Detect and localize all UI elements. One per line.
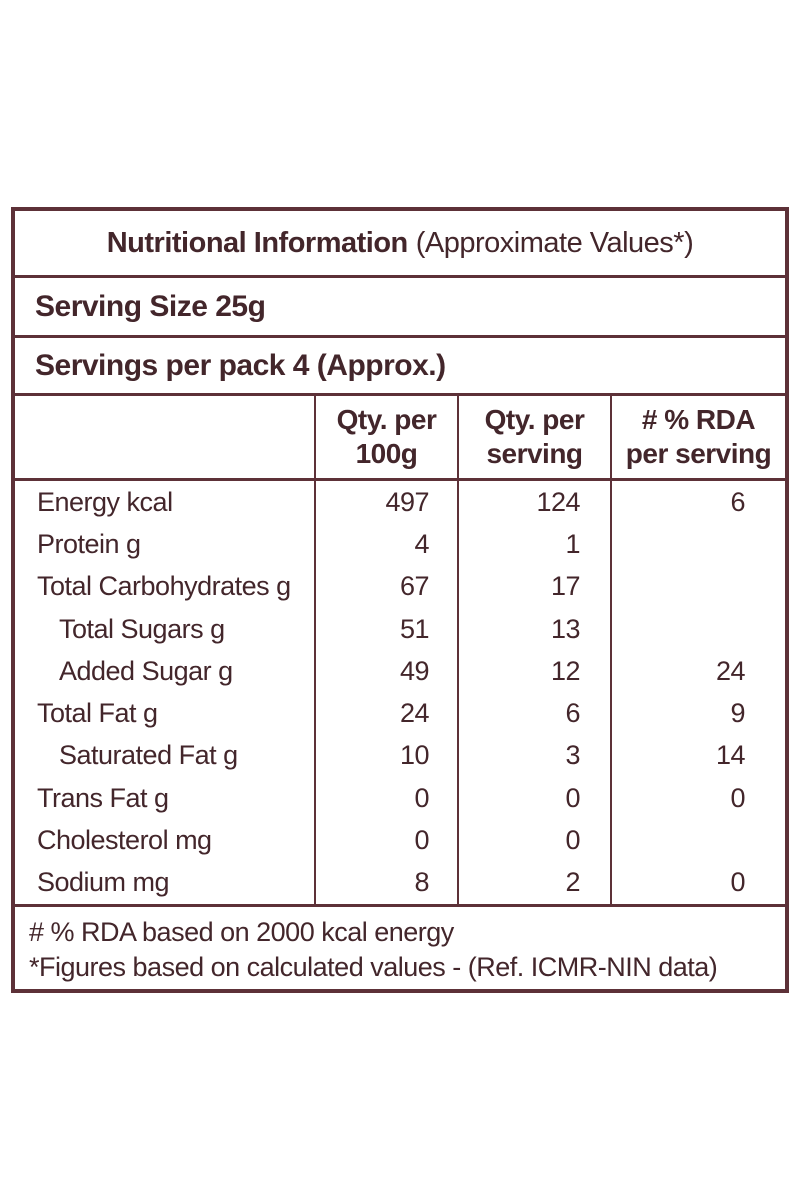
table-row: Saturated Fat g 10 3 14 [15, 734, 785, 778]
nutrient-name-cell: Total Carbohydrates g [37, 571, 291, 602]
col-header-qty-serving: Qty. per serving [457, 396, 610, 478]
nutrient-name-cell: Protein g [37, 528, 141, 559]
nutrient-name-cell: Sodium mg [37, 867, 170, 898]
qty-per-100g-cell: 51 [314, 607, 457, 651]
rda-per-serving-cell: 14 [610, 734, 785, 778]
rda-per-serving-cell [610, 523, 785, 566]
rda-per-serving-cell [610, 565, 785, 608]
rda-per-serving-cell [610, 607, 785, 651]
footnotes-section: # % RDA based on 2000 kcal energy *Figur… [15, 904, 785, 989]
table-row: Energy kcal 497 124 6 [15, 481, 785, 524]
title-row: Nutritional Information (Approximate Val… [15, 211, 785, 278]
footnote-figures: *Figures based on calculated values - (R… [29, 952, 718, 982]
qty-per-100g-cell: 4 [314, 523, 457, 566]
qty-per-100g-cell: 10 [314, 734, 457, 778]
col-header-blank [15, 396, 314, 478]
col-header-rda-line2: per serving [625, 438, 772, 469]
col-header-qty-100g-line1: Qty. per [336, 404, 437, 435]
serving-size-text: Serving Size 25g [35, 289, 266, 323]
qty-per-serving-cell: 1 [457, 523, 610, 566]
col-header-qty-100g: Qty. per 100g [314, 396, 457, 478]
table-row: Total Sugars g 51 13 [15, 607, 785, 651]
qty-per-serving-cell: 2 [457, 861, 610, 904]
rda-per-serving-cell: 0 [610, 861, 785, 904]
col-header-rda-line1: # % RDA [641, 404, 756, 435]
table-row: Protein g 4 1 [15, 523, 785, 566]
rda-per-serving-cell: 6 [610, 481, 785, 524]
label-title-note: (Approximate Values*) [415, 226, 694, 259]
table-row: Added Sugar g 49 12 24 [15, 650, 785, 693]
footnote-rda: # % RDA based on 2000 kcal energy [29, 917, 454, 947]
col-header-rda: # % RDA per serving [610, 396, 785, 478]
nutrient-name-cell: Saturated Fat g [59, 740, 238, 771]
rda-per-serving-cell: 0 [610, 777, 785, 820]
nutrient-rows: Energy kcal 497 124 6 Protein g 4 1 Tota… [15, 481, 785, 904]
col-header-qty-100g-line2: 100g [355, 438, 418, 469]
nutrient-name-cell: Trans Fat g [37, 782, 169, 813]
column-header-row: Qty. per 100g Qty. per serving # % RDA p… [15, 396, 785, 481]
nutrient-name-cell: Energy kcal [37, 486, 173, 517]
qty-per-100g-cell: 0 [314, 819, 457, 862]
qty-per-serving-cell: 6 [457, 692, 610, 735]
nutrient-name-cell: Total Fat g [37, 698, 158, 729]
qty-per-serving-cell: 12 [457, 650, 610, 693]
qty-per-serving-cell: 17 [457, 565, 610, 608]
qty-per-serving-cell: 13 [457, 607, 610, 651]
qty-per-100g-cell: 0 [314, 777, 457, 820]
table-row: Cholesterol mg 0 0 [15, 819, 785, 862]
nutrient-name-cell: Added Sugar g [59, 655, 233, 686]
table-row: Sodium mg 8 2 0 [15, 861, 785, 904]
servings-per-pack-text: Servings per pack 4 (Approx.) [35, 348, 446, 382]
table-row: Total Fat g 24 6 9 [15, 692, 785, 735]
servings-per-pack-row: Servings per pack 4 (Approx.) [15, 338, 785, 396]
qty-per-100g-cell: 8 [314, 861, 457, 904]
qty-per-serving-cell: 0 [457, 819, 610, 862]
nutrient-name-cell: Cholesterol mg [37, 825, 212, 856]
qty-per-100g-cell: 24 [314, 692, 457, 735]
qty-per-serving-cell: 3 [457, 734, 610, 778]
table-row: Total Carbohydrates g 67 17 [15, 565, 785, 608]
qty-per-serving-cell: 124 [457, 481, 610, 524]
rda-per-serving-cell [610, 819, 785, 862]
qty-per-100g-cell: 497 [314, 481, 457, 524]
col-header-qty-serving-line1: Qty. per [484, 404, 585, 435]
rda-per-serving-cell: 24 [610, 650, 785, 693]
nutrition-label-table: Nutritional Information (Approximate Val… [11, 207, 789, 993]
rda-per-serving-cell: 9 [610, 692, 785, 735]
table-row: Trans Fat g 0 0 0 [15, 777, 785, 820]
label-title: Nutritional Information [106, 226, 409, 259]
qty-per-100g-cell: 49 [314, 650, 457, 693]
col-header-qty-serving-line2: serving [486, 438, 583, 469]
serving-size-row: Serving Size 25g [15, 278, 785, 338]
qty-per-serving-cell: 0 [457, 777, 610, 820]
qty-per-100g-cell: 67 [314, 565, 457, 608]
nutrient-name-cell: Total Sugars g [59, 613, 225, 644]
